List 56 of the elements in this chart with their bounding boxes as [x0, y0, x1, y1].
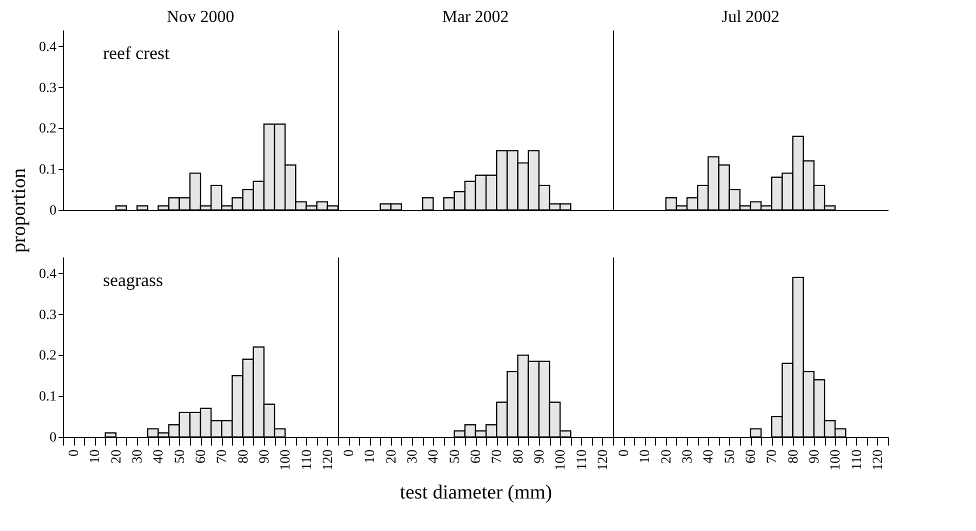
- x-tick-label: 100: [278, 450, 294, 470]
- x-tick-label: 0: [617, 450, 632, 456]
- x-tick-label: 30: [130, 450, 146, 464]
- x-tick-label: 120: [596, 450, 611, 470]
- x-tick-label: 100: [828, 450, 844, 470]
- x-tick-label: 120: [870, 450, 886, 470]
- y-tick-label: 0.3: [39, 308, 56, 323]
- x-tick-label: 90: [807, 450, 822, 464]
- x-tick-label: 60: [469, 450, 484, 464]
- annotation: seagrass: [103, 270, 163, 290]
- chart-title: Nov 2000: [166, 7, 234, 26]
- x-tick-label: 20: [384, 450, 400, 464]
- annotation: reef crest: [103, 43, 170, 63]
- y-tick-label: 0.2: [39, 122, 56, 137]
- x-tick-label: 70: [215, 450, 230, 464]
- x-tick-label: 30: [406, 450, 421, 464]
- x-tick-label: 80: [236, 450, 252, 464]
- x-tick-label: 70: [765, 450, 780, 464]
- x-tick-label: 10: [363, 450, 378, 464]
- x-tick-label: 120: [320, 450, 336, 470]
- x-tick-label: 60: [744, 450, 759, 464]
- x-tick-label: 40: [702, 450, 717, 464]
- x-tick-label: 90: [532, 450, 548, 464]
- x-tick-label: 40: [152, 450, 167, 464]
- x-tick-label: 50: [172, 450, 188, 464]
- y-tick-label: 0.1: [39, 162, 56, 178]
- x-tick-label: 20: [659, 450, 674, 464]
- y-tick-label: 0: [50, 430, 56, 446]
- x-tick-label: 80: [786, 450, 802, 464]
- x-tick-label: 50: [448, 450, 463, 464]
- chart-title: Mar 2002: [442, 7, 509, 26]
- x-axis-title: test diameter (mm): [400, 482, 552, 504]
- y-tick-label: 0.3: [39, 80, 56, 96]
- y-tick-label: 0.1: [39, 390, 56, 405]
- x-tick-label: 0: [342, 450, 358, 456]
- x-tick-label: 40: [426, 450, 442, 464]
- x-tick-label: 70: [490, 450, 506, 464]
- y-axis-title: proportion: [8, 168, 30, 253]
- x-tick-label: 0: [67, 450, 82, 456]
- x-tick-label: 10: [638, 450, 654, 464]
- y-tick-label: 0.4: [39, 40, 56, 55]
- x-tick-label: 100: [554, 450, 569, 470]
- x-tick-label: 10: [88, 450, 104, 464]
- y-tick-label: 0.4: [39, 266, 56, 282]
- x-tick-label: 50: [722, 450, 738, 464]
- x-tick-label: 30: [680, 450, 696, 464]
- x-tick-label: 90: [257, 450, 272, 464]
- x-tick-label: 110: [850, 450, 865, 470]
- chart-title: Jul 2002: [721, 7, 780, 26]
- x-tick-label: 110: [574, 450, 590, 470]
- x-tick-label: 60: [194, 450, 209, 464]
- y-tick-label: 0: [50, 204, 56, 218]
- x-tick-label: 80: [511, 450, 526, 464]
- x-tick-label: 20: [109, 450, 124, 464]
- x-tick-label: 110: [300, 450, 315, 470]
- y-tick-label: 0.2: [39, 348, 56, 364]
